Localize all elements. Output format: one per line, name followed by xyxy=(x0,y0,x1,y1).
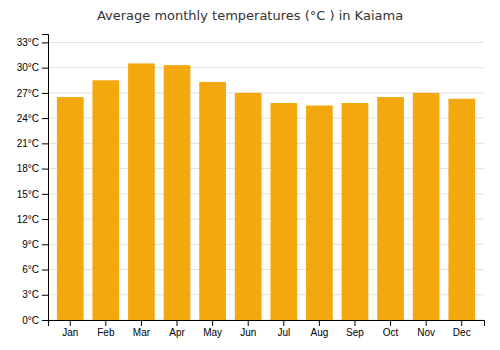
bar xyxy=(270,103,297,320)
y-tick: 24°C xyxy=(17,113,48,124)
x-tick: Mar xyxy=(133,320,151,338)
x-tick-mark xyxy=(212,320,213,326)
x-tick: Nov xyxy=(417,320,435,338)
bar xyxy=(199,82,226,320)
x-tick-label: Jul xyxy=(277,327,290,338)
bar xyxy=(57,97,84,320)
plot: Jan Feb Mar Apr May Jun Jul Aug Sep Oct Nov Dec 0°C 3… xyxy=(17,35,485,339)
bar xyxy=(92,80,119,320)
bar xyxy=(235,93,262,320)
y-tick-mark xyxy=(42,68,48,69)
x-tick: Apr xyxy=(169,320,185,338)
y-tick-mark xyxy=(42,169,48,170)
y-tick-mark xyxy=(42,270,48,271)
x-tick-label: Sep xyxy=(346,327,364,338)
x-tick-label: Mar xyxy=(133,327,151,338)
y-tick-mark xyxy=(42,143,48,144)
y-tick-mark xyxy=(42,93,48,94)
y-tick-label: 0°C xyxy=(22,315,39,326)
y-tick: 21°C xyxy=(17,138,48,149)
x-tick: Dec xyxy=(453,320,471,338)
y-tick: 33°C xyxy=(17,37,48,48)
x-tick-label: Jun xyxy=(240,327,256,338)
x-tick-label: Oct xyxy=(383,327,399,338)
y-tick-mark xyxy=(42,194,48,195)
y-tick-label: 30°C xyxy=(17,62,39,73)
x-tick-mark xyxy=(390,320,391,326)
x-tick-mark xyxy=(319,320,320,326)
y-tick: 18°C xyxy=(17,163,48,174)
bar xyxy=(306,106,333,321)
x-tick: Oct xyxy=(383,320,399,338)
y-tick: 15°C xyxy=(17,189,48,200)
x-tick-mark xyxy=(461,320,462,326)
y-tick: 12°C xyxy=(17,214,48,225)
x-tick-mark xyxy=(283,320,284,326)
x-tick-mark xyxy=(177,320,178,326)
y-tick-mark xyxy=(42,42,48,43)
title: Average monthly temperatures (°C ) in Ka… xyxy=(97,8,403,23)
y-tick-mark xyxy=(42,118,48,119)
grid-line xyxy=(48,67,484,68)
x-tick-label: Feb xyxy=(97,327,115,338)
y-tick: 27°C xyxy=(17,88,48,99)
y-tick-label: 21°C xyxy=(17,138,39,149)
y-tick-label: 18°C xyxy=(17,163,39,174)
y-tick: 9°C xyxy=(22,239,48,250)
y-tick: 30°C xyxy=(17,62,48,73)
x-tick-label: Jan xyxy=(62,327,78,338)
x-tick: May xyxy=(203,320,222,338)
grid-line xyxy=(48,42,484,43)
y-tick: 0°C xyxy=(22,315,48,326)
bars xyxy=(57,63,475,320)
x-tick: Feb xyxy=(97,320,115,338)
y-axis: 0°C 3°C 6°C 9°C 12°C 15°C 18°C 21°C 24°C 27°C 30°C… xyxy=(17,35,49,326)
x-tick: Jun xyxy=(240,320,256,338)
x-tick-mark xyxy=(354,320,355,326)
chart: Average monthly temperatures (°C ) in Ka… xyxy=(0,0,500,350)
x-tick-mark xyxy=(248,320,249,326)
bar xyxy=(128,63,155,320)
x-tick-label: Nov xyxy=(417,327,435,338)
y-tick-mark xyxy=(42,295,48,296)
y-axis-line xyxy=(42,35,49,321)
bar xyxy=(342,103,369,320)
x-tick: Jul xyxy=(277,320,290,338)
bar xyxy=(164,65,191,320)
y-tick-mark xyxy=(42,219,48,220)
y-tick: 6°C xyxy=(22,264,48,275)
y-tick-label: 33°C xyxy=(17,37,39,48)
bar xyxy=(377,97,404,320)
bar xyxy=(413,93,440,320)
y-tick-label: 15°C xyxy=(17,189,39,200)
y-tick-label: 12°C xyxy=(17,214,39,225)
y-tick-label: 3°C xyxy=(22,289,39,300)
bar xyxy=(448,99,475,320)
x-tick-mark xyxy=(70,320,71,326)
y-tick-label: 24°C xyxy=(17,113,39,124)
y-tick-mark xyxy=(42,320,48,321)
x-tick-label: Dec xyxy=(453,327,471,338)
x-tick-label: Aug xyxy=(310,327,328,338)
x-axis-line xyxy=(49,321,485,327)
x-tick-mark xyxy=(426,320,427,326)
y-tick-label: 6°C xyxy=(22,264,39,275)
y-tick: 3°C xyxy=(22,289,48,300)
x-tick: Jan xyxy=(62,320,78,338)
x-tick-mark xyxy=(141,320,142,326)
x-tick-label: Apr xyxy=(169,327,185,338)
x-axis: Jan Feb Mar Apr May Jun Jul Aug Sep Oct Nov Dec xyxy=(49,320,485,338)
x-tick-label: May xyxy=(203,327,222,338)
x-tick-mark xyxy=(105,320,106,326)
x-tick: Sep xyxy=(346,320,364,338)
x-tick: Aug xyxy=(310,320,328,338)
y-tick-mark xyxy=(42,244,48,245)
grid xyxy=(48,42,484,320)
y-tick-label: 27°C xyxy=(17,88,39,99)
y-tick-label: 9°C xyxy=(22,239,39,250)
